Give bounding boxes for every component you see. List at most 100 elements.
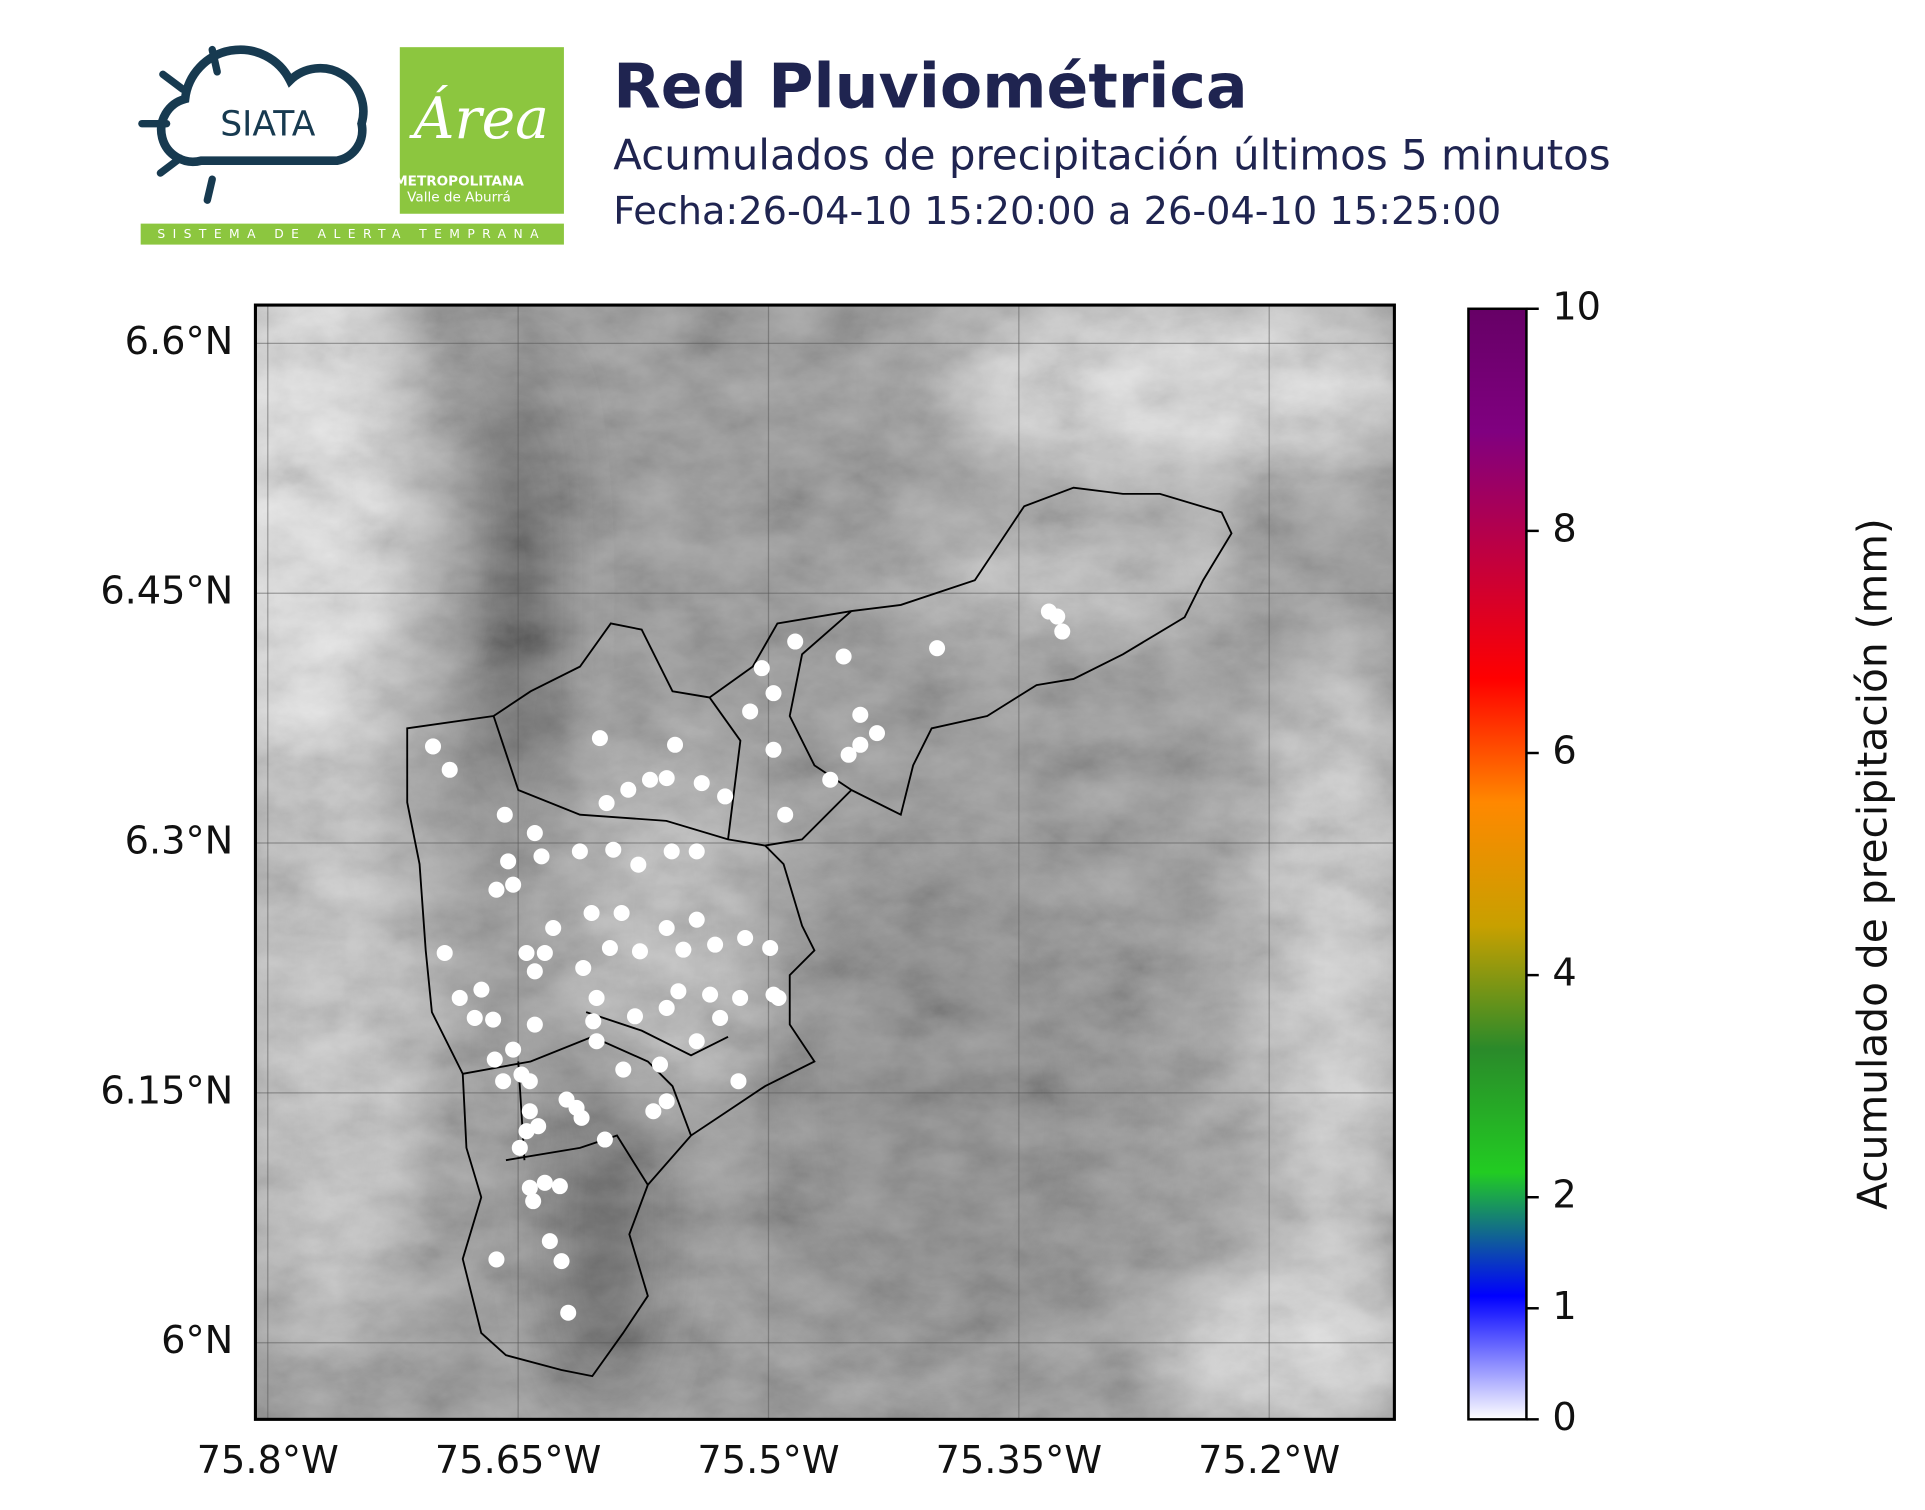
station (732, 989, 749, 1006)
stations (424, 603, 1071, 1321)
x-tick-label: 75.35°W (936, 1438, 1102, 1483)
station (545, 919, 562, 937)
station (658, 1093, 675, 1110)
logo-text: Valle de Aburrá (407, 190, 511, 206)
station (573, 1109, 590, 1126)
station (521, 1179, 538, 1196)
station (787, 633, 804, 650)
y-tick-label: 6.45°N (100, 569, 233, 614)
siata-logo: SIATA (138, 45, 368, 204)
grid (255, 305, 1395, 1420)
station (630, 856, 647, 873)
colorbar-label: Acumulado de precipitación (mm) (1849, 518, 1897, 1210)
colorbar-tick-label: 10 (1552, 284, 1601, 329)
chart-title: Red Pluviométrica (613, 50, 1247, 122)
y-tick-label: 6.3°N (125, 819, 234, 864)
logo-text: SIATA (220, 105, 315, 145)
station (485, 1011, 502, 1028)
station (424, 738, 442, 755)
station (868, 725, 886, 742)
station (591, 730, 608, 747)
station (631, 943, 649, 960)
station (500, 853, 517, 870)
station (441, 761, 458, 778)
station (530, 1118, 547, 1135)
station (753, 660, 770, 677)
station (488, 1251, 505, 1268)
logo-text: Área (408, 86, 549, 152)
station (717, 788, 734, 805)
station (852, 706, 869, 723)
station (521, 1103, 538, 1120)
colorbar-tick-label: 4 (1552, 951, 1576, 996)
plot-frame (253, 303, 1396, 1421)
station (526, 825, 543, 842)
x-tick-label: 75.5°W (697, 1438, 839, 1483)
station (541, 1233, 558, 1250)
station (688, 1033, 705, 1050)
station (505, 876, 522, 893)
station (560, 1304, 577, 1321)
station (466, 1009, 483, 1026)
station (688, 911, 705, 928)
colorbar-tick-label: 8 (1552, 506, 1576, 551)
station (663, 843, 680, 860)
station (730, 1073, 747, 1090)
station (601, 939, 618, 957)
station (605, 841, 622, 858)
station (688, 843, 705, 860)
station (473, 981, 490, 998)
colorbar (1467, 307, 1528, 1421)
station (486, 1051, 503, 1068)
station (777, 806, 794, 823)
station (762, 939, 779, 957)
station (667, 736, 684, 753)
station (658, 919, 675, 937)
x-tick-label: 75.2°W (1198, 1438, 1340, 1483)
colorbar-tick-label: 1 (1552, 1284, 1576, 1329)
station (707, 936, 724, 953)
station (702, 986, 719, 1003)
station (641, 771, 659, 788)
x-tick-label: 75.8°W (197, 1438, 339, 1483)
station (495, 1073, 512, 1090)
station (742, 703, 759, 720)
station (835, 648, 852, 665)
station (496, 806, 513, 823)
station (737, 929, 754, 947)
colorbar-tick-label: 6 (1552, 729, 1576, 774)
station (598, 795, 615, 812)
station (1049, 608, 1066, 625)
station (615, 1061, 632, 1078)
station (822, 771, 839, 788)
station (451, 989, 468, 1006)
station (675, 941, 692, 958)
y-tick-label: 6.6°N (125, 319, 234, 364)
station (929, 640, 946, 657)
station (658, 999, 675, 1016)
logo-text: SISTEMA DE ALERTA TEMPRANA (157, 227, 546, 241)
station (712, 1009, 729, 1026)
station (551, 1178, 568, 1195)
station (852, 736, 869, 753)
station (585, 1013, 602, 1030)
station (526, 1016, 543, 1033)
station (651, 1056, 669, 1073)
colorbar-tick-label: 2 (1552, 1173, 1576, 1218)
station (620, 781, 637, 798)
station (533, 848, 550, 865)
station (571, 843, 588, 860)
station (583, 904, 600, 922)
station (505, 1041, 522, 1058)
station (765, 685, 782, 702)
date-range: Fecha:26-04-10 15:20:00 a 26-04-10 15:25… (613, 189, 1501, 234)
station (626, 1008, 643, 1025)
station (553, 1253, 570, 1270)
station (518, 944, 535, 962)
station (575, 959, 592, 976)
y-tick-label: 6°N (161, 1318, 233, 1363)
chart-subtitle: Acumulados de precipitación últimos 5 mi… (613, 131, 1610, 180)
station (645, 1103, 662, 1120)
station (670, 983, 687, 1000)
